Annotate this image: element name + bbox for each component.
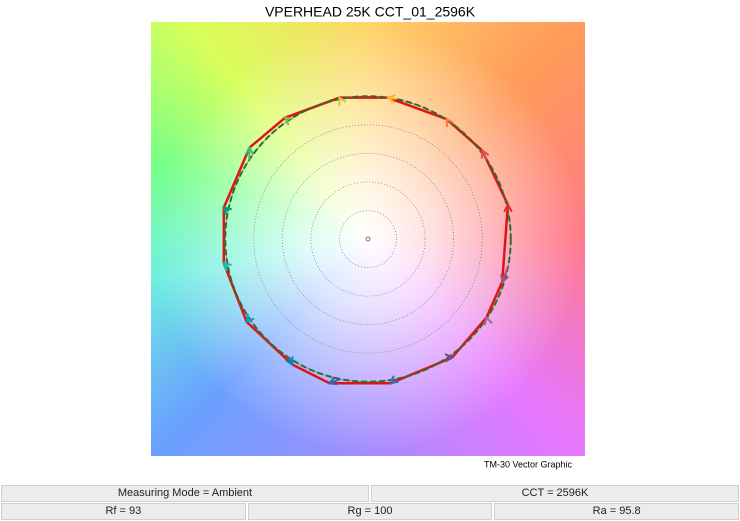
caption: TM-30 Vector Graphic [484,459,573,469]
cell: Measuring Mode = Ambient [1,485,369,502]
cell: Rf = 93 [1,503,246,520]
vector-arrow [222,261,232,272]
ring [310,181,426,297]
vector-arrow [283,116,294,126]
ring [281,152,455,326]
vector-arrow [444,353,455,363]
table-row: Rf = 93 Rg = 100 Ra = 95.8 [0,503,740,520]
ring [253,124,483,354]
vector-arrow [480,148,490,161]
vector-arrow [500,266,509,284]
cell: CCT = 2596K [371,485,739,502]
chart-title: VPERHEAD 25K CCT_01_2596K [265,4,476,20]
ring [339,210,397,268]
reference-polygon [224,95,512,383]
chart: VPERHEAD 25K CCT_01_2596K TM-30 Vector G… [222,4,573,469]
vector-arrow [338,95,347,106]
vector-arrow [244,145,255,160]
cell: Rg = 100 [247,503,493,520]
vector-arrow [503,202,513,213]
vector-arrow [285,356,294,367]
vector-arrow [245,313,255,324]
vector-arrow [483,315,493,326]
cell: Ra = 95.8 [494,503,740,520]
center [365,236,371,242]
vector-arrow [385,94,397,104]
vector-arrow [222,206,232,216]
vector-arrow [445,117,455,128]
vector-arrow [389,375,399,385]
vector-arrow [327,376,341,386]
table-row: Measuring Mode = Ambient CCT = 2596K [0,485,740,502]
